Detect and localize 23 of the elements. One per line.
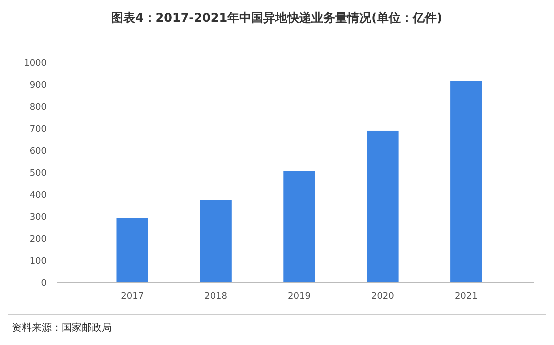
bar [450, 81, 482, 283]
x-tick-label: 2018 [204, 292, 228, 302]
y-tick-label: 600 [30, 147, 48, 158]
bar [284, 171, 316, 283]
y-tick-label: 500 [30, 169, 48, 180]
y-tick-label: 800 [30, 103, 48, 114]
x-tick-label: 2019 [288, 292, 312, 302]
y-tick-label: 200 [30, 235, 48, 246]
y-tick-label: 1000 [24, 59, 48, 70]
x-tick-label: 2017 [121, 292, 144, 302]
bar [116, 218, 148, 283]
x-tick-label: 2020 [372, 292, 395, 302]
chart-title: 图表4：2017-2021年中国异地快递业务量情况(单位：亿件) [111, 11, 443, 25]
y-tick-label: 700 [30, 125, 48, 136]
text: 资料来源：国家邮政局 [12, 322, 112, 334]
y-tick-label: 900 [30, 81, 48, 92]
y-tick-label: 300 [30, 213, 48, 224]
y-tick-label: 0 [41, 279, 48, 290]
y-tick-label: 400 [30, 191, 48, 202]
x-tick-label: 2021 [454, 292, 478, 302]
bar [367, 130, 399, 283]
bar [200, 200, 232, 283]
y-tick-label: 100 [30, 257, 48, 268]
